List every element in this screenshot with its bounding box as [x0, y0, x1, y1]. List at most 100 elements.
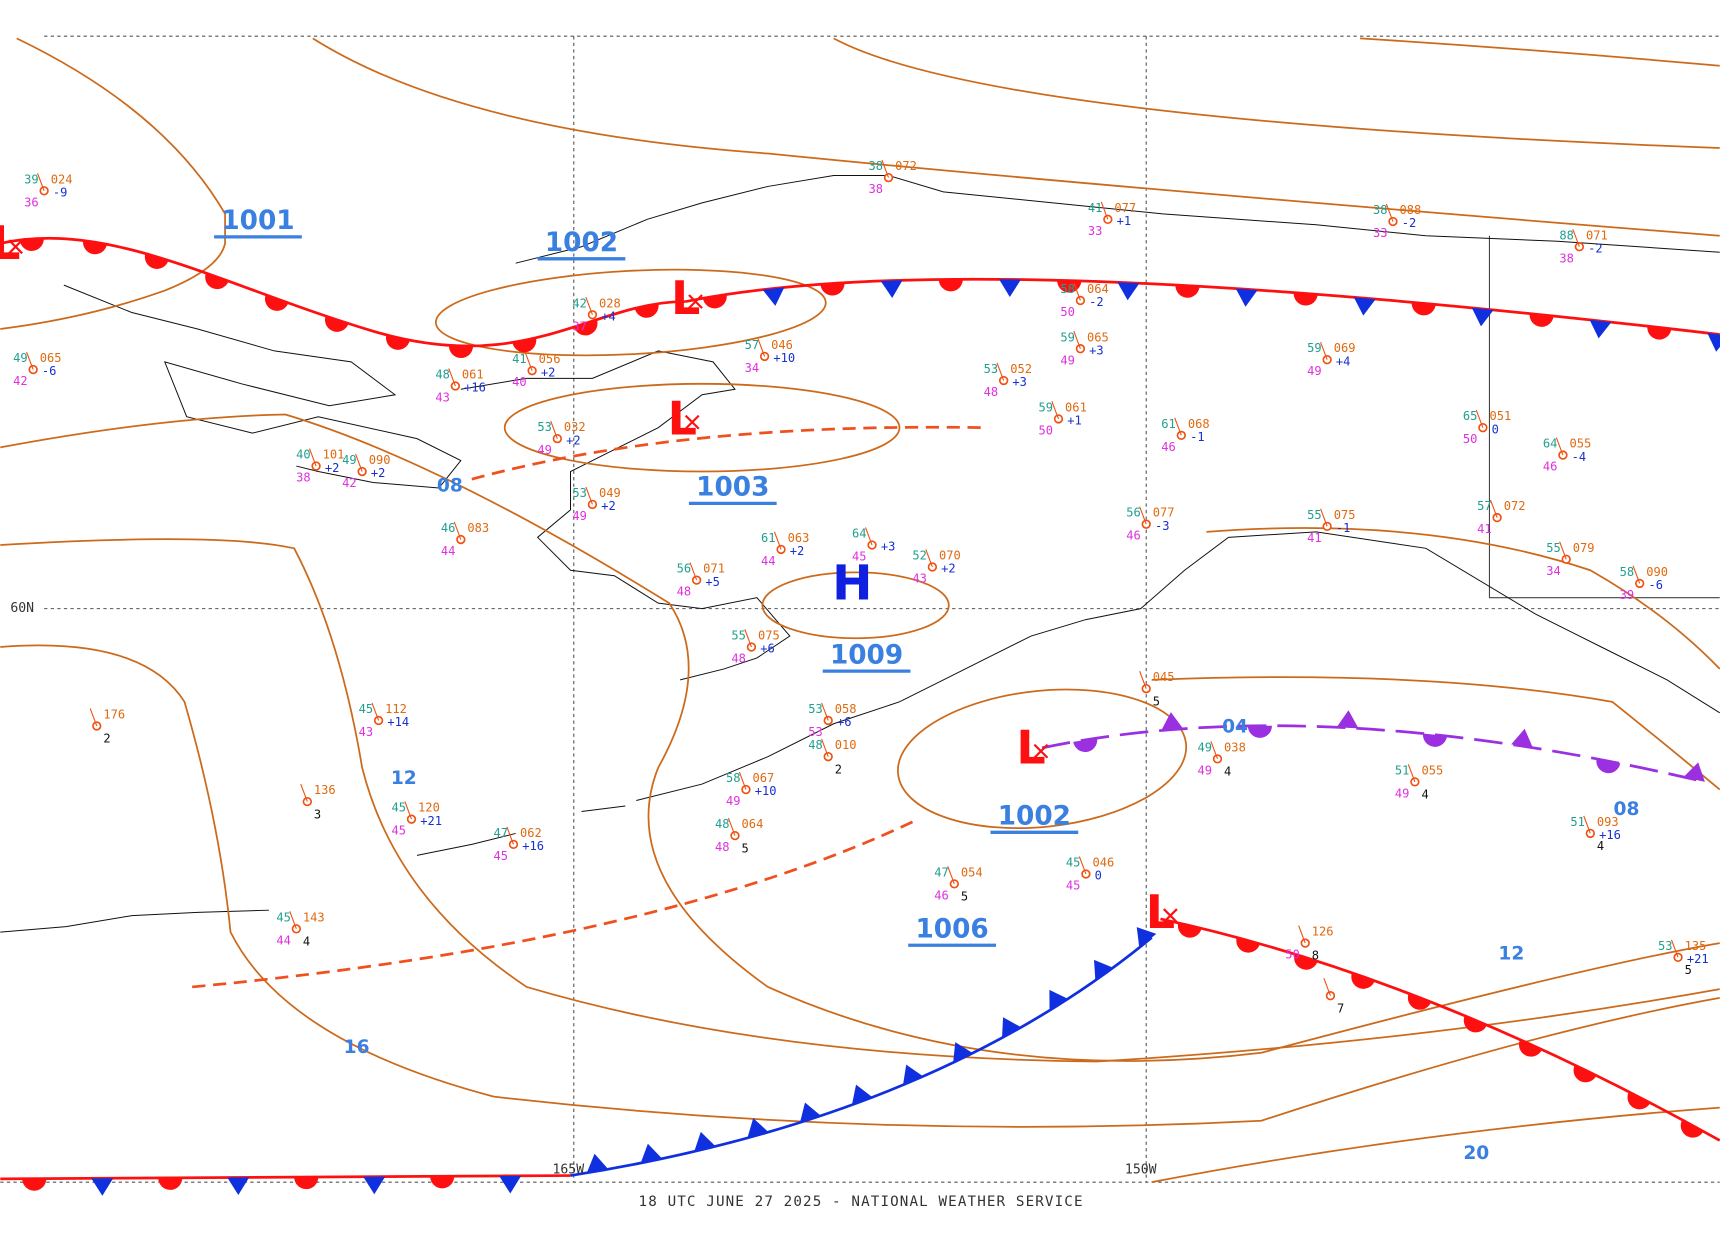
station: 38 072 38 [869, 159, 917, 196]
station-dewpoint: 46 [1543, 460, 1558, 474]
station-pressure: 120 [418, 801, 440, 815]
cold-symbol [903, 1064, 924, 1086]
warm-symbol [1463, 1015, 1487, 1033]
station: 49 038 49 4 [1197, 740, 1245, 778]
station-pressure: 093 [1597, 815, 1619, 829]
cold-symbol [1589, 319, 1612, 339]
coast [0, 805, 626, 933]
front-line [1041, 724, 1701, 783]
station-pressure: 064 [1087, 282, 1109, 296]
wind-barb [744, 629, 752, 648]
station-temp: 53 [537, 420, 552, 434]
isobar [897, 688, 1188, 830]
station-tendency: +16 [1599, 828, 1621, 842]
footer: 18 UTC JUNE 27 2025 - NATIONAL WEATHER S… [639, 1194, 1084, 1210]
station-temp: 59 [1307, 341, 1322, 355]
pressure-label: 1009 [830, 640, 903, 670]
wind-barb [689, 562, 698, 581]
isobar-label: 08 [437, 475, 463, 496]
grid [0, 35, 1720, 1183]
pressure-label: 1002 [998, 801, 1071, 831]
station-temp: 57 [745, 338, 760, 352]
warm-symbol [938, 279, 963, 292]
station-dewpoint: 48 [715, 840, 730, 854]
station: 61 068 46 -1 [1161, 417, 1209, 454]
station-tendency: +6 [760, 642, 775, 656]
station: 41 077 33 +1 [1088, 201, 1136, 238]
coastlines [0, 174, 1720, 933]
station-temp: 59 [1038, 400, 1053, 414]
station-temp: 64 [1543, 437, 1558, 451]
station-dewpoint: 39 [1620, 588, 1635, 602]
station-temp: 49 [13, 351, 28, 365]
warm-symbol [144, 253, 169, 269]
station-code: 5 [1685, 963, 1692, 977]
front-line [570, 936, 1153, 1177]
station: 38 088 33 -2 [1373, 203, 1421, 240]
warm-symbol [1351, 972, 1375, 989]
station-pressure: 049 [599, 486, 621, 500]
station-tendency: 0 [1492, 422, 1499, 436]
station-pressure: 071 [703, 562, 725, 576]
station-temp: 58 [1060, 282, 1075, 296]
wind-barb [1323, 977, 1331, 996]
isobar [1151, 676, 1720, 791]
station-dewpoint: 44 [761, 554, 776, 568]
station-temp: 56 [677, 562, 692, 576]
station-pressure: 135 [1685, 939, 1707, 953]
station-temp: 52 [912, 548, 927, 562]
low-center: L [1016, 721, 1045, 775]
station-temp: 41 [512, 352, 527, 366]
station-pressure: 062 [520, 826, 542, 840]
wind-barb [1475, 409, 1484, 428]
station-tendency: +16 [464, 381, 486, 395]
station: 49 090 42 +2 [342, 453, 390, 490]
station-code: 8 [1312, 949, 1319, 963]
station-temp: 55 [1546, 541, 1561, 555]
cold-symbol [363, 1176, 386, 1195]
station: 59 061 50 +1 [1038, 400, 1086, 437]
station-dewpoint: 42 [13, 374, 28, 388]
wind-barb [821, 702, 829, 721]
isobar [312, 37, 1720, 237]
wind-barb [881, 159, 890, 178]
station-dot [587, 499, 598, 510]
front-line [0, 1174, 571, 1181]
cold-symbol [1094, 959, 1114, 981]
station-temp: 57 [1477, 499, 1492, 513]
warm-symbol [1407, 993, 1432, 1010]
isobar [434, 268, 827, 357]
station: 51 055 49 4 [1395, 763, 1443, 801]
wind-barb [448, 368, 456, 387]
border [1488, 235, 1720, 599]
station-pressure: 112 [385, 702, 407, 716]
station-tendency: +6 [837, 715, 852, 729]
station-temp: 53 [808, 702, 823, 716]
station-temp: 55 [731, 629, 746, 643]
warm-symbol [385, 335, 410, 350]
station-dewpoint: 50 [1285, 948, 1300, 962]
wind-barb [925, 549, 933, 568]
station: 47 054 46 5 [934, 865, 982, 903]
station-pressure: 136 [314, 783, 336, 797]
wind-barb [1385, 203, 1394, 222]
station: 7 [1323, 977, 1344, 1015]
isobar [0, 37, 226, 330]
station-pressure: 077 [1153, 506, 1175, 520]
cold-symbol [499, 1175, 522, 1194]
cold-symbol [1161, 712, 1184, 731]
station-tendency: -1 [1190, 430, 1205, 444]
station: 52 070 43 +2 [912, 548, 960, 585]
center-mark [8, 239, 23, 255]
station-dewpoint: 38 [869, 182, 884, 196]
station-code: 3 [314, 807, 321, 821]
station-tendency: +1 [1117, 214, 1132, 228]
station-pressure: 046 [771, 338, 793, 352]
station: 56 071 48 +5 [677, 562, 725, 599]
station-dewpoint: 45 [493, 849, 508, 863]
station-temp: 61 [1161, 417, 1176, 431]
station: 53 058 53 +6 [808, 702, 856, 739]
cold-symbol [640, 1143, 663, 1164]
